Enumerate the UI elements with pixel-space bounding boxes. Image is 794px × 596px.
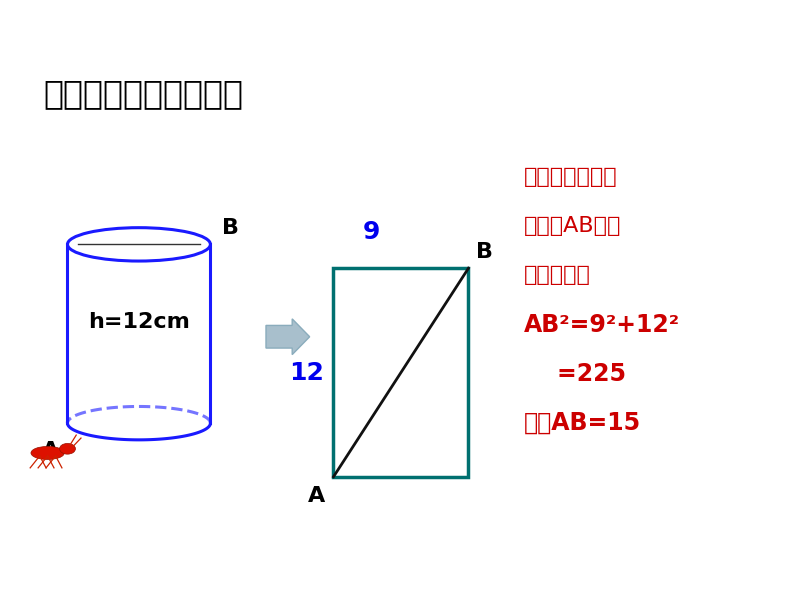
Text: 接下来，求最短距离：: 接下来，求最短距离： <box>44 77 244 110</box>
Text: B: B <box>222 218 239 238</box>
Text: 解：如图，最短: 解：如图，最短 <box>524 167 618 187</box>
Text: 12: 12 <box>289 361 324 384</box>
Text: 路径为AB，由: 路径为AB，由 <box>524 216 622 236</box>
Text: B: B <box>476 242 493 262</box>
Text: 所以AB=15: 所以AB=15 <box>524 411 642 435</box>
Text: 勾股定理得: 勾股定理得 <box>524 265 591 285</box>
Text: 9: 9 <box>363 221 380 244</box>
Ellipse shape <box>31 446 64 460</box>
Text: AB²=9²+12²: AB²=9²+12² <box>524 313 680 337</box>
Text: A: A <box>42 441 60 461</box>
Polygon shape <box>266 319 310 355</box>
Text: h=12cm: h=12cm <box>88 312 190 332</box>
Text: A: A <box>308 486 326 506</box>
Text: =225: =225 <box>524 362 626 386</box>
Bar <box>333 268 468 477</box>
Ellipse shape <box>60 443 75 454</box>
